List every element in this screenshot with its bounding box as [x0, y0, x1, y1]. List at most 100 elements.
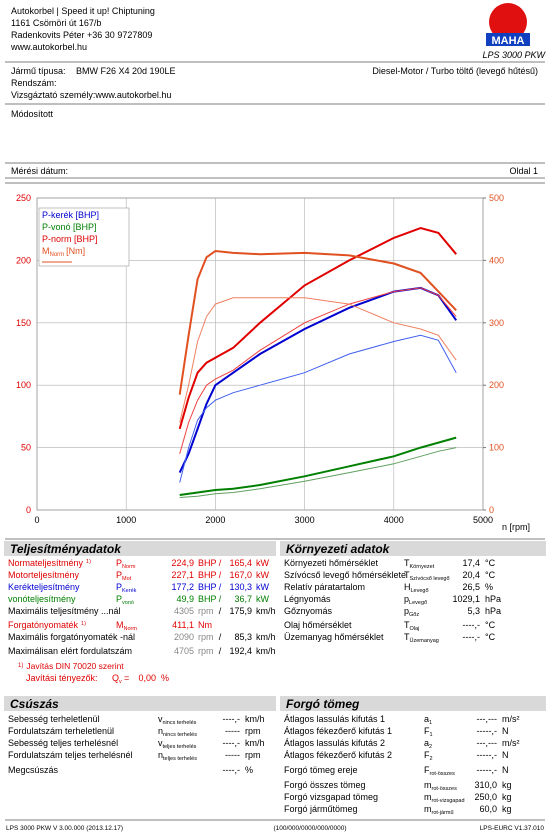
section-bar — [4, 696, 276, 711]
symbol-letter: T — [404, 632, 410, 642]
label-text: Átlagos lassulás kifutás 1 — [284, 714, 385, 724]
footer-left: LPS 3000 PKW V 3.00.000 (2013.12.17) — [6, 825, 123, 832]
y2-tick-label: 100 — [489, 443, 504, 453]
symbol: MNorm — [116, 620, 137, 632]
row-label: Forgó összes tömeg — [284, 780, 366, 790]
row-label: Átlagos lassulás kifutás 1 — [284, 714, 385, 724]
label-text: Normateljesítmény — [8, 558, 84, 568]
section-title: Forgó tömeg — [286, 697, 360, 711]
x-tick-label: 3000 — [295, 515, 315, 525]
unit: kW — [256, 558, 270, 568]
date-label: Mérési dátum: — [11, 166, 68, 176]
row-label: Forgatónyomaték 1) — [8, 620, 86, 630]
legend-box — [38, 207, 130, 267]
symbol-sub: rot-vizsgapad — [432, 798, 465, 804]
unit: kW — [256, 594, 270, 604]
label-text: Maximálisan elért fordulatszám — [8, 646, 132, 656]
section-title: Teljesítményadatok — [10, 542, 122, 556]
y-tick-label: 0 — [26, 505, 31, 515]
row-label: Környezeti hőmérséklet — [284, 558, 379, 568]
value: ---,--- — [477, 738, 497, 748]
unit: °C — [485, 558, 496, 568]
symbol-letter: T — [404, 620, 410, 630]
symbol-sub: Környezet — [410, 564, 435, 570]
symbol-letter: F — [424, 726, 430, 736]
series-line — [178, 249, 457, 395]
separator: / — [219, 606, 222, 616]
row-label: Forgó tömeg ereje — [284, 765, 358, 775]
address: 1161 Csömöri út 167/b — [11, 18, 101, 28]
company: Autokorbel | Speed it up! Chiptuning — [11, 6, 155, 16]
value: 411,1 — [172, 620, 194, 630]
label-text: Forgó járműtömeg — [284, 804, 358, 814]
symbol-letter: v — [158, 714, 163, 724]
symbol-letter: H — [404, 582, 411, 592]
legend-name: P-vonó [BHP] — [42, 222, 97, 232]
row-label: Maximális teljesítmény ...nál — [8, 606, 121, 616]
value: ----- — [225, 750, 240, 760]
symbol: a2 — [424, 738, 432, 750]
value: 167,0 — [229, 570, 252, 580]
symbol: Frot-összes — [424, 765, 455, 777]
symbol: HLevegő — [404, 582, 429, 594]
footer-right: LPS-EURC V1.37.010 — [480, 825, 545, 832]
value: 20,4 — [462, 570, 480, 580]
symbol-sub: rot-jármű — [432, 810, 454, 816]
symbol: PNorm — [116, 558, 136, 570]
row-label: Motorteljesítmény — [8, 570, 80, 580]
value: ----,- — [463, 620, 481, 630]
row-label: Sebesség teljes terhelésnél — [8, 738, 118, 748]
symbol-sub: vonó — [122, 600, 134, 606]
separator: / — [219, 582, 222, 592]
unit: BHP — [198, 570, 217, 580]
label-text: Forgó vizsgapad tömeg — [284, 792, 378, 802]
unit: BHP — [198, 558, 217, 568]
y-tick-label: 150 — [16, 318, 31, 328]
value: ----,- — [223, 714, 241, 724]
symbol-sub: Szívócső levegő — [410, 576, 450, 582]
value: 192,4 — [229, 646, 252, 656]
symbol-sub: 1 — [430, 732, 433, 738]
x-tick-label: 0 — [34, 515, 39, 525]
value: 2090 — [174, 632, 194, 642]
row-label: Üzemanyag hőmérséklet — [284, 632, 384, 642]
x-tick-label: 1000 — [116, 515, 136, 525]
engine: Diesel-Motor / Turbo töltő (levegő hűtés… — [372, 66, 538, 76]
symbol-letter: P — [116, 582, 122, 592]
value: 4705 — [174, 646, 194, 656]
label-text: Forgó tömeg ereje — [284, 765, 358, 775]
symbol-sub: nincs terhelés — [163, 732, 197, 738]
label-text: Sebesség teljes terhelésnél — [8, 738, 118, 748]
x-axis-label: n [rpm] — [502, 522, 530, 532]
unit: kW — [256, 570, 270, 580]
symbol-sub: Olaj — [410, 626, 420, 632]
symbol-sub: teljes terhelés — [163, 756, 197, 762]
factor-label: Javítási tényezők: — [26, 673, 98, 683]
y2-tick-label: 0 — [489, 505, 494, 515]
y-tick-label: 250 — [16, 193, 31, 203]
symbol-letter: m — [424, 804, 432, 814]
label-text: Sebesség terheletlenül — [8, 714, 100, 724]
value: ----,- — [463, 632, 481, 642]
unit: kg — [502, 792, 512, 802]
symbol: F1 — [424, 726, 433, 738]
symbol-letter: n — [158, 750, 163, 760]
section-title: Környezeti adatok — [286, 542, 391, 556]
page-number: Oldal 1 — [509, 166, 538, 176]
symbol-sub: Gőz — [409, 612, 419, 618]
series-line — [179, 436, 457, 496]
section-bar — [4, 541, 276, 556]
unit: °C — [485, 570, 496, 580]
unit: kW — [256, 582, 270, 592]
symbol-letter: m — [424, 780, 432, 790]
row-label: Relatív páratartalom — [284, 582, 365, 592]
row-label: Légnyomás — [284, 594, 331, 604]
web: www.autokorbel.hu — [10, 42, 87, 52]
symbol-sub: Levegő — [411, 588, 429, 594]
unit: °C — [485, 632, 496, 642]
label-note: 1) — [81, 621, 86, 627]
examiner: Vizsgáztató személy:www.autokorbel.hu — [11, 90, 171, 100]
symbol: mrot-összes — [424, 780, 457, 792]
symbol: TKörnyezet — [404, 558, 435, 570]
value: 26,5 — [462, 582, 480, 592]
